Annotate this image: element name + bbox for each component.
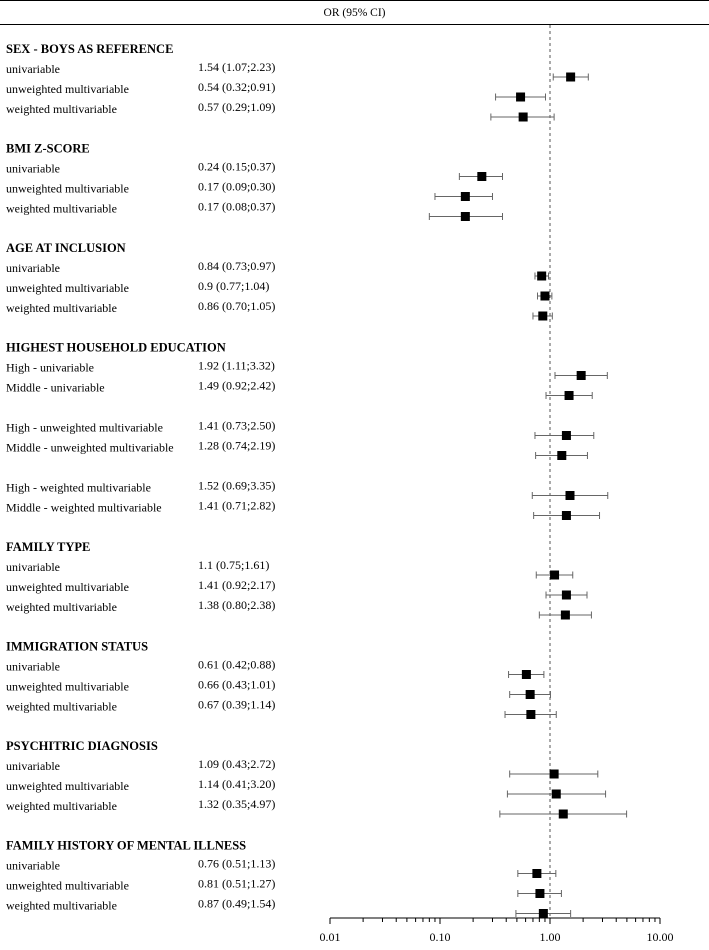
x-tick-label: 1.00: [540, 930, 561, 944]
row-label: weighted multivariable: [6, 201, 117, 215]
row-label: weighted multivariable: [6, 600, 117, 614]
group-title: FAMILY HISTORY OF MENTAL ILLNESS: [6, 838, 246, 852]
row-label: univariable: [6, 560, 60, 574]
row-label: unweighted multivariable: [6, 181, 129, 195]
row-ci-text: 1.54 (1.07;2.23): [198, 60, 275, 74]
row-label: univariable: [6, 261, 60, 275]
group-title: FAMILY TYPE: [6, 540, 90, 554]
row-label: univariable: [6, 659, 60, 673]
row-label: weighted multivariable: [6, 699, 117, 713]
header-top-rule: [0, 0, 709, 1]
row-ci-text: 1.14 (0.41;3.20): [198, 777, 275, 791]
or-point: [521, 670, 531, 679]
row-ci-text: 0.86 (0.70;1.05): [198, 299, 275, 313]
row-label: weighted multivariable: [6, 301, 117, 315]
or-point: [561, 590, 571, 600]
row-ci-text: 0.17 (0.08;0.37): [198, 199, 275, 213]
row-ci-text: 1.49 (0.92;2.42): [198, 378, 275, 392]
row-label: univariable: [6, 759, 60, 773]
row-ci-text: 1.38 (0.80;2.38): [198, 598, 275, 612]
header-title: OR (95% CI): [323, 7, 386, 19]
or-point: [557, 451, 567, 460]
group-title: HIGHEST HOUSEHOLD EDUCATION: [6, 340, 226, 354]
row-ci-text: 1.52 (0.69;3.35): [198, 478, 275, 492]
row-label: unweighted multivariable: [6, 281, 129, 295]
or-point: [551, 789, 561, 799]
or-point: [518, 112, 528, 122]
row-ci-text: 0.54 (0.32;0.91): [198, 80, 275, 94]
row-label: unweighted multivariable: [6, 82, 129, 96]
x-tick-label: 0.01: [320, 930, 341, 944]
group-title: IMMIGRATION STATUS: [6, 639, 148, 653]
row-ci-text: 0.24 (0.15;0.37): [198, 159, 275, 173]
or-point: [526, 710, 536, 719]
row-ci-text: 1.41 (0.92;2.17): [198, 578, 275, 592]
row-label: Middle - unweighted multivariable: [6, 440, 174, 454]
row-ci-text: 0.84 (0.73;0.97): [198, 259, 275, 273]
row-ci-text: 1.09 (0.43;2.72): [198, 757, 275, 771]
row-ci-text: 0.87 (0.49;1.54): [198, 896, 275, 910]
row-ci-text: 1.41 (0.73;2.50): [198, 418, 275, 432]
row-label: Middle - univariable: [6, 380, 105, 394]
or-point: [516, 92, 526, 102]
row-ci-text: 0.57 (0.29;1.09): [198, 100, 275, 114]
or-point: [561, 431, 571, 440]
or-point: [576, 371, 586, 380]
row-label: unweighted multivariable: [6, 878, 129, 892]
row-ci-text: 0.76 (0.51;1.13): [198, 856, 275, 870]
group-title: BMI Z-SCORE: [6, 141, 90, 155]
x-tick-label: 0.10: [430, 930, 451, 944]
or-point: [549, 769, 559, 779]
row-ci-text: 0.81 (0.51;1.27): [198, 876, 275, 890]
or-point: [477, 172, 487, 181]
row-label: unweighted multivariable: [6, 580, 129, 594]
or-point: [525, 690, 535, 699]
row-label: univariable: [6, 161, 60, 175]
row-label: High - unweighted multivariable: [6, 420, 163, 434]
row-ci-text: 1.28 (0.74;2.19): [198, 438, 275, 452]
row-ci-text: 0.67 (0.39;1.14): [198, 697, 275, 711]
row-label: unweighted multivariable: [6, 679, 129, 693]
row-label: univariable: [6, 858, 60, 872]
row-label: High - univariable: [6, 360, 94, 374]
or-point: [560, 610, 570, 620]
header-bottom-rule: [0, 24, 709, 25]
group-title: AGE AT INCLUSION: [6, 241, 126, 255]
or-point: [532, 869, 542, 878]
x-tick-label: 10.00: [647, 930, 674, 944]
or-point: [535, 889, 545, 898]
row-label: weighted multivariable: [6, 799, 117, 813]
row-label: weighted multivariable: [6, 102, 117, 116]
row-label: weighted multivariable: [6, 898, 117, 912]
or-point: [561, 511, 571, 520]
row-ci-text: 0.66 (0.43;1.01): [198, 677, 275, 691]
or-point: [558, 809, 568, 819]
or-point: [565, 491, 575, 500]
or-point: [538, 909, 548, 918]
row-label: High - weighted multivariable: [6, 480, 151, 494]
row-ci-text: 1.32 (0.35;4.97): [198, 797, 275, 811]
or-point: [540, 291, 550, 301]
row-label: univariable: [6, 62, 60, 76]
row-ci-text: 0.61 (0.42;0.88): [198, 657, 275, 671]
row-ci-text: 1.41 (0.71;2.82): [198, 498, 275, 512]
row-ci-text: 1.1 (0.75;1.61): [198, 558, 269, 572]
or-point: [550, 570, 560, 580]
row-label: unweighted multivariable: [6, 779, 129, 793]
or-point: [460, 212, 470, 221]
or-point: [460, 192, 470, 201]
row-ci-text: 0.9 (0.77;1.04): [198, 279, 269, 293]
or-point: [564, 391, 574, 400]
row-ci-text: 0.17 (0.09;0.30): [198, 179, 275, 193]
row-ci-text: 1.92 (1.11;3.32): [198, 358, 275, 372]
group-title: PSYCHITRIC DIAGNOSIS: [6, 739, 158, 753]
row-label: Middle - weighted multivariable: [6, 500, 162, 514]
or-point: [537, 271, 547, 281]
group-title: SEX - BOYS AS REFERENCE: [6, 42, 173, 56]
or-point: [538, 311, 548, 321]
or-point: [566, 72, 576, 82]
